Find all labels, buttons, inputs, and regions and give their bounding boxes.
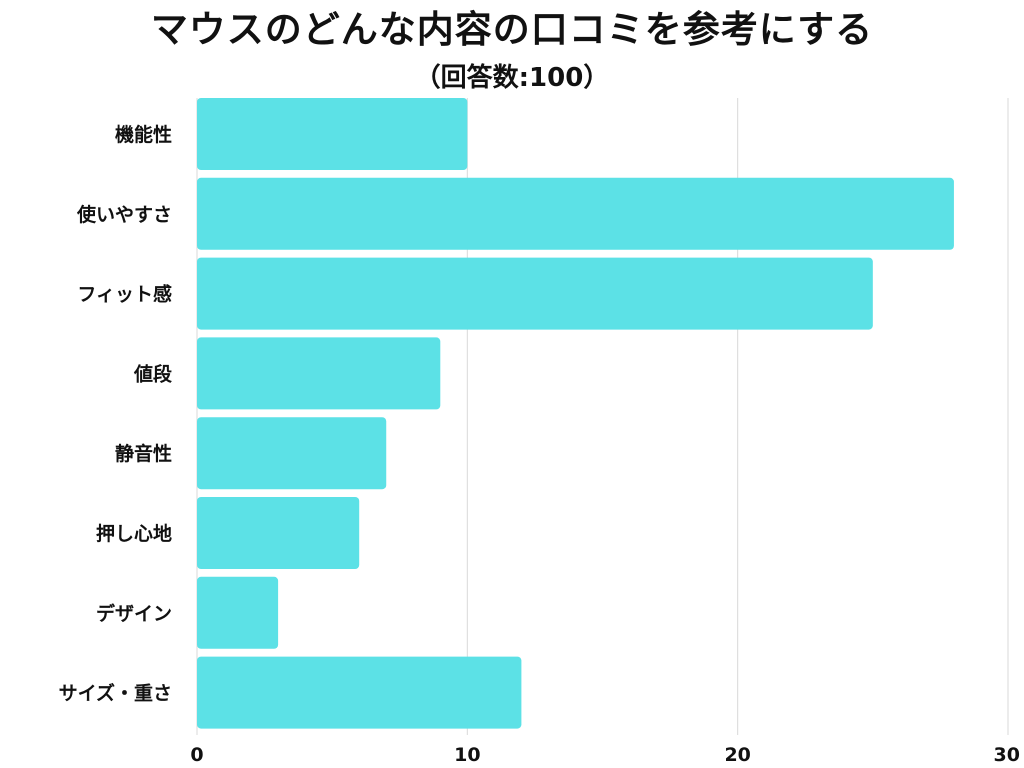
tick-layer: 0 10 20 30 (190, 744, 1020, 766)
bar-7 (197, 656, 522, 729)
category-label-3: 値段 (133, 362, 173, 385)
category-label-2: フィット感 (77, 283, 172, 306)
category-label-5: 押し心地 (96, 522, 172, 545)
bar-0 (197, 98, 468, 170)
x-tick-label-3: 30 (994, 744, 1020, 766)
bar-3 (197, 337, 441, 410)
bar-1 (197, 177, 954, 250)
category-label-1: 使いやすさ (76, 204, 172, 226)
category-label-0: 機能性 (115, 123, 172, 146)
bar-2 (197, 257, 873, 330)
category-label-7: サイズ・重さ (59, 682, 172, 705)
x-tick-label-2: 20 (724, 744, 750, 766)
x-tick-label-0: 0 (190, 744, 203, 766)
category-label-4: 静音性 (115, 442, 172, 465)
bar-4 (197, 417, 387, 490)
bar-6 (197, 576, 279, 649)
chart-subtitle: （回答数:100） (414, 63, 610, 93)
x-tick-label-1: 10 (454, 744, 480, 766)
category-label-6: デザイン (96, 602, 172, 625)
bar-layer (197, 98, 954, 729)
bar-5 (197, 497, 360, 569)
chart-title: マウスのどんな内容の口コミを参考にする (150, 8, 874, 51)
